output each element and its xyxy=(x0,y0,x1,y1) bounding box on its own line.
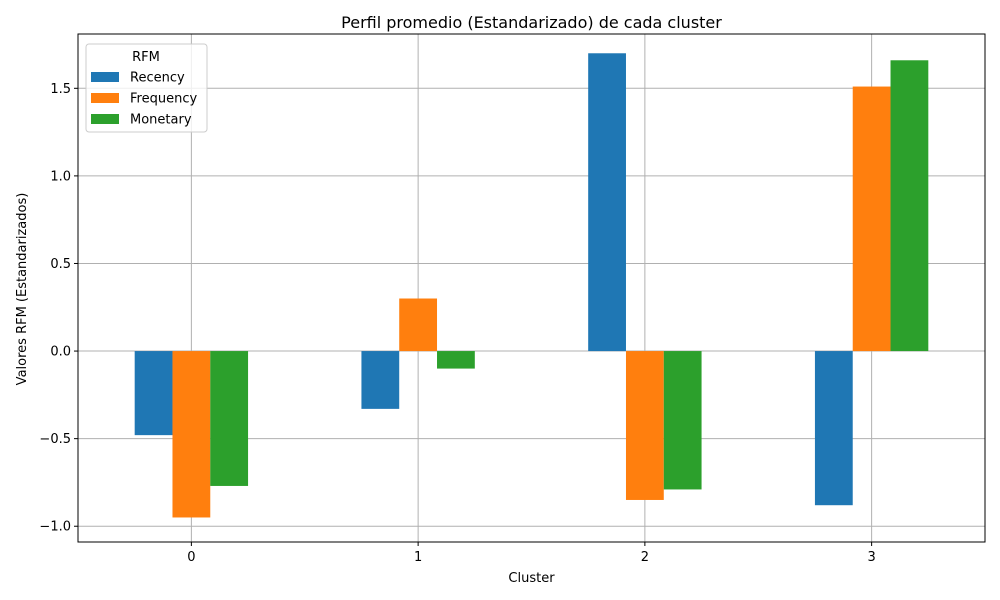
legend-label-recency: Recency xyxy=(130,71,185,86)
bar-recency-cluster-3 xyxy=(814,351,853,506)
legend-swatch-frequency xyxy=(91,93,119,103)
x-tick-label: 0 xyxy=(187,550,195,565)
y-tick-label: 1.5 xyxy=(50,82,71,97)
x-axis-ticks: 0 1 2 3 xyxy=(187,542,876,565)
bars xyxy=(134,53,929,518)
legend-swatch-recency xyxy=(91,72,119,82)
bar-frequency-cluster-3 xyxy=(852,86,891,352)
bar-frequency-cluster-1 xyxy=(399,298,438,352)
legend: RFM Recency Frequency Monetary xyxy=(85,43,208,133)
bar-monetary-cluster-1 xyxy=(437,351,475,369)
bar-recency-cluster-1 xyxy=(361,351,400,409)
plot-frame xyxy=(77,33,986,543)
chart-title: Perfil promedio (Estandarizado) de cada … xyxy=(341,13,722,32)
y-tick-label: 0.0 xyxy=(50,345,71,360)
bar-monetary-cluster-2 xyxy=(663,351,702,490)
y-tick-label: −1.0 xyxy=(39,520,71,535)
x-axis-label: Cluster xyxy=(508,571,555,586)
bar-monetary-cluster-0 xyxy=(210,351,249,486)
legend-items: Recency Frequency Monetary xyxy=(91,71,197,128)
y-tick-label: 1.0 xyxy=(50,169,71,184)
x-tick-label: 2 xyxy=(641,550,649,565)
y-tick-label: 0.5 xyxy=(50,257,71,272)
y-axis-label: Valores RFM (Estandarizados) xyxy=(15,193,30,386)
legend-label-frequency: Frequency xyxy=(130,92,197,107)
legend-box xyxy=(85,43,208,133)
y-axis-ticks: −1.0 −0.5 0.0 0.5 1.0 1.5 xyxy=(39,82,78,535)
legend-swatch-monetary xyxy=(91,114,119,124)
x-tick-label: 1 xyxy=(414,550,422,565)
bar-recency-cluster-0 xyxy=(134,351,173,436)
y-tick-label: −0.5 xyxy=(39,432,71,447)
bar-monetary-cluster-3 xyxy=(890,60,929,352)
legend-label-monetary: Monetary xyxy=(130,113,192,128)
legend-title: RFM xyxy=(132,50,160,65)
axes-border xyxy=(77,33,986,543)
x-tick-label: 3 xyxy=(867,550,875,565)
bar-frequency-cluster-0 xyxy=(172,351,211,518)
bar-frequency-cluster-2 xyxy=(625,351,664,500)
bar-recency-cluster-2 xyxy=(588,53,626,352)
